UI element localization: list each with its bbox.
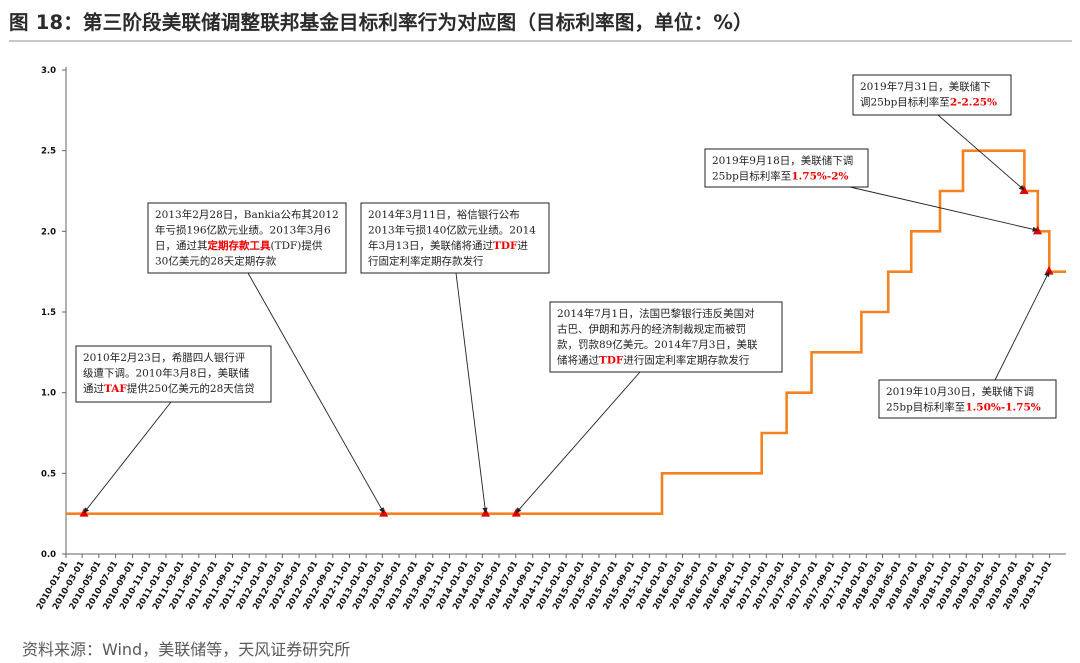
annotation-text: 1.75%-2% [791,171,848,183]
annotation-text: 2-2.25% [950,97,997,109]
annotation-line: 年3月13日，美联储将通过TDF进 [368,239,528,252]
annotation-text: 调25bp目标利率至 [860,96,950,109]
annotation-arrow [994,271,1050,381]
y-tick-label: 2.5 [41,147,56,157]
annotation-line: 2019年9月18日，美联储下调 [712,154,853,167]
y-tick-label: 3.0 [41,66,56,76]
annotation-line: 调25bp目标利率至2-2.25% [860,96,997,109]
annotation-line: 款，罚款89亿美元。2014年7月3日，美联 [557,338,758,351]
annotation-text: 日，通过其 [155,239,208,252]
annotation-text: 2019年9月18日，美联储下调 [712,154,853,167]
annotation-text: 25bp目标利率至 [886,401,965,414]
y-tick-label: 0.5 [41,469,56,479]
annotation-text: 款，罚款89亿美元。2014年7月3日，美联 [557,338,758,351]
annotation-line: 2010年2月23日，希腊四人银行评 [83,351,246,364]
annotation-text: 定期存款工具 [207,239,271,252]
figure-title: 图 18：第三阶段美联储调整联邦基金目标利率行为对应图（目标利率图，单位：%） [9,11,753,34]
annotation-line: 行固定利率定期存款发行 [368,255,484,268]
annotation-line: 25bp目标利率至1.75%-2% [712,170,849,183]
annotation-text: 级遭下调。2010年3月8日，美联储 [83,367,250,380]
annotation-line: 2013年亏损140亿欧元业绩。2014 [368,224,536,237]
annotation-text: TDF [599,355,624,367]
annotation-line: 2019年7月31日，美联储下 [860,80,991,93]
annotation-text: 提供250亿美元的28天信贷 [127,382,255,395]
annotation-text: 进行固定利率定期存款发行 [623,354,749,367]
annotation-line: 年亏损196亿欧元业绩。2013年3月6 [155,224,331,237]
rate-chart: 0.00.51.01.52.02.53.02010-01-012010-03-0… [35,66,1066,612]
annotation-text: 30亿美元的28天定期存款 [155,255,277,268]
title-divider [9,40,1072,42]
annotation-text: TAF [104,383,127,395]
annotation-arrow [937,114,1025,191]
annotation-text: 2013年亏损140亿欧元业绩。2014 [368,224,536,237]
annotation-text: 2013年2月28日，Bankia公布其2012 [155,208,339,221]
annotation-arrow [515,371,641,514]
annotation-text: 年3月13日，美联储将通过 [368,239,494,252]
annotation-box: 2010年2月23日，希腊四人银行评级遭下调。2010年3月8日，美联储通过TA… [75,345,272,403]
annotation-text: 年亏损196亿欧元业绩。2013年3月6 [155,224,331,237]
annotation-text: 1.50%-1.75% [965,402,1040,414]
annotation-text: TDF [493,240,518,252]
annotation-text: 2014年7月1日，法国巴黎银行违反美国对 [557,307,755,320]
annotation-line: 30亿美元的28天定期存款 [155,255,277,268]
annotation-text: 2019年7月31日，美联储下 [860,80,991,93]
annotation-line: 级遭下调。2010年3月8日，美联储 [83,367,250,380]
annotation-line: 通过TAF提供250亿美元的28天信贷 [83,382,255,395]
annotation-text: 2019年10月30日，美联储下调 [886,385,1034,398]
annotation-text: 通过 [83,382,104,395]
annotation-text: (TDF)提供 [271,239,323,252]
annotation-line: 2014年7月1日，法国巴黎银行违反美国对 [557,307,755,320]
annotation-line: 古巴、伊朗和苏丹的经济制裁规定而被罚 [557,323,746,336]
annotation-line: 储将通过TDF进行固定利率定期存款发行 [557,354,750,367]
y-tick-label: 1.0 [41,389,56,399]
annotation-text: 古巴、伊朗和苏丹的经济制裁规定而被罚 [557,323,746,336]
annotation-line: 2013年2月28日，Bankia公布其2012 [155,208,339,221]
annotation-arrow [455,272,488,514]
annotation-box: 2019年10月30日，美联储下调 25bp目标利率至1.50%-1.75% [878,379,1057,419]
annotation-text: 2010年2月23日，希腊四人银行评 [83,351,246,364]
annotation-box: 2013年2月28日，Bankia公布其2012 年亏损196亿欧元业绩。2013… [147,202,347,274]
annotation-box: 2019年9月18日，美联储下调 25bp目标利率至1.75%-2% [704,148,869,188]
annotation-box: 2014年7月1日，法国巴黎银行违反美国对古巴、伊朗和苏丹的经济制裁规定而被罚款… [549,301,783,373]
annotation-box: 2014年3月11日，裕信银行公布 2013年亏损140亿欧元业绩。2014 年3月… [360,202,550,274]
annotation-line: 2019年10月30日，美联储下调 [886,385,1034,398]
annotation-arrow [83,401,172,514]
annotation-text: 进 [517,240,528,252]
annotation-line: 2014年3月11日，裕信银行公布 [368,208,520,221]
annotation-text: 2014年3月11日，裕信银行公布 [368,208,520,221]
annotation-arrow [247,272,385,514]
annotation-text: 行固定利率定期存款发行 [368,255,484,268]
source-note: 资料来源：Wind，美联储等，天风证券研究所 [22,640,351,659]
y-tick-label: 2.0 [41,227,56,237]
y-tick-label: 0.0 [41,550,56,560]
annotation-line: 25bp目标利率至1.50%-1.75% [886,401,1041,414]
series-layer [66,149,1066,515]
annotation-line: 日，通过其定期存款工具(TDF)提供 [155,239,323,252]
series-line-0 [66,149,1066,515]
y-tick-label: 1.5 [41,308,56,318]
annotation-arrow [849,186,1039,232]
annotation-text: 储将通过 [557,354,599,367]
annotation-text: 25bp目标利率至 [712,170,791,183]
annotation-layer: 2010年2月23日，希腊四人银行评级遭下调。2010年3月8日，美联储通过TA… [75,74,1057,514]
